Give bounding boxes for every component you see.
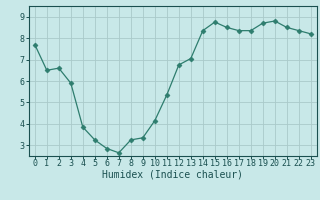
X-axis label: Humidex (Indice chaleur): Humidex (Indice chaleur) (102, 170, 243, 180)
